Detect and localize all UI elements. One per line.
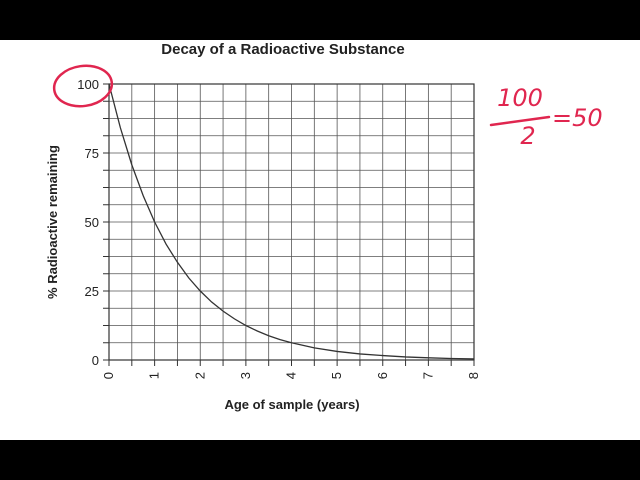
handwritten-fraction-bar (489, 115, 551, 127)
y-tick-label: 75 (85, 146, 99, 161)
y-tick-label: 25 (85, 284, 99, 299)
x-tick-label: 0 (101, 372, 116, 379)
axes (103, 83, 475, 366)
y-axis-label: % Radioactive remaining (45, 145, 60, 299)
handwritten-denominator: 2 (520, 122, 535, 150)
handwritten-result: =50 (552, 104, 603, 132)
chart-svg: Decay of a Radioactive Substance 0 1 2 3 4 5 6… (45, 41, 603, 412)
y-tick-labels: 0 25 50 75 100 (77, 77, 99, 368)
y-tick-label: 0 (92, 353, 99, 368)
y-tick-label: 100 (77, 77, 99, 92)
x-tick-label: 2 (192, 372, 207, 379)
grid (108, 83, 475, 361)
chart-canvas: Decay of a Radioactive Substance 0 1 2 3 4 5 6… (0, 40, 640, 440)
x-tick-label: 5 (329, 372, 344, 379)
x-tick-label: 1 (147, 372, 162, 379)
chart-title: Decay of a Radioactive Substance (161, 41, 404, 58)
handwritten-equation: 100 2 =50 (489, 84, 603, 150)
handwritten-numerator: 100 (497, 84, 543, 112)
x-tick-label: 8 (466, 372, 481, 379)
x-tick-label: 3 (238, 372, 253, 379)
series-line-decay (108, 83, 475, 360)
x-tick-label: 4 (284, 372, 299, 379)
x-tick-label: 7 (420, 372, 435, 379)
handwritten-circle (52, 64, 114, 108)
x-tick-label: 6 (375, 372, 390, 379)
y-tick-label: 50 (85, 215, 99, 230)
x-tick-labels: 0 1 2 3 4 5 6 7 8 (101, 372, 481, 379)
x-axis-label: Age of sample (years) (224, 397, 359, 412)
